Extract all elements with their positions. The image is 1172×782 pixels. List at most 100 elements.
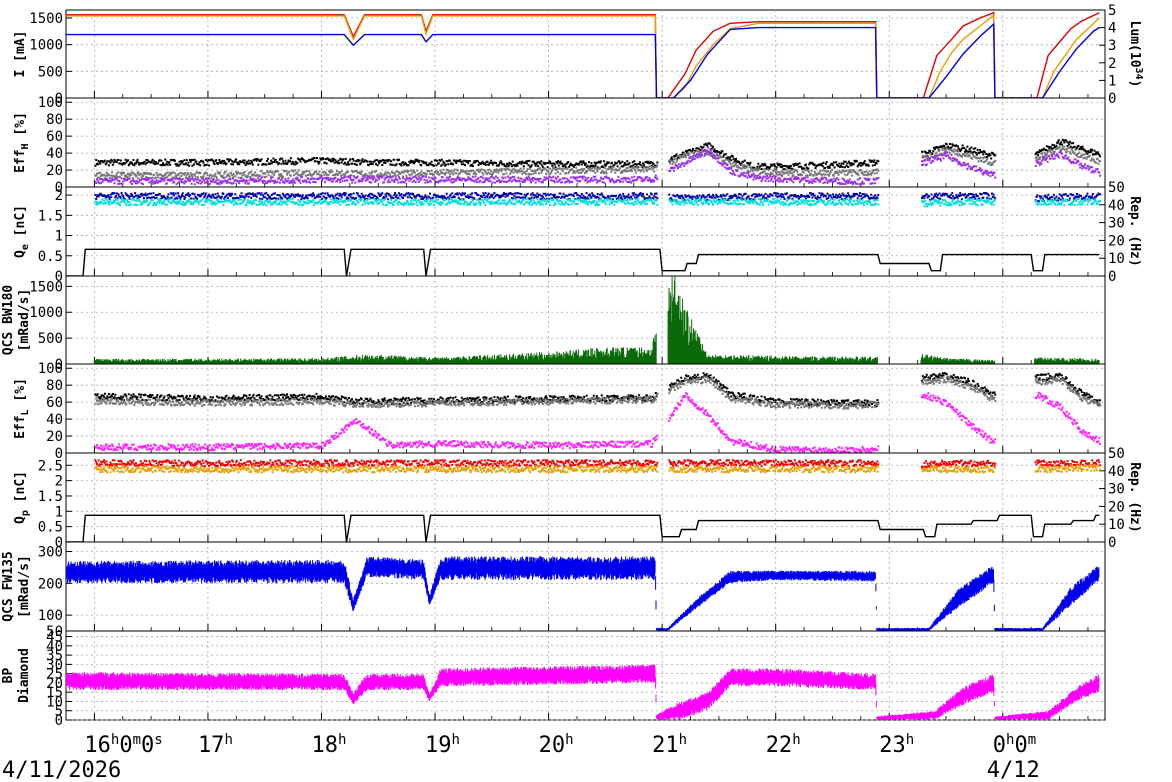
y-tick-label: 25 [46, 667, 63, 683]
panel-data [66, 459, 1102, 542]
y-tick-label: 0 [55, 535, 63, 551]
y-tick-label: 40 [46, 639, 63, 655]
series-points [94, 145, 1102, 180]
y-tick-label: 0 [55, 446, 63, 462]
y-tick-label: 15 [46, 685, 63, 701]
panel-frame [65, 541, 1106, 632]
y-tick-label: 0 [55, 713, 63, 729]
y-tick-right-label: 10 [1108, 517, 1125, 533]
y-tick-right-label: 2 [1108, 56, 1116, 72]
panel-frame [65, 9, 1106, 99]
y-axis-label: Qp [nC] [13, 471, 31, 524]
y-tick-label: 30 [46, 657, 63, 673]
date-label: 4/12 [987, 758, 1040, 782]
y-axis-label-2: [mRad/s] [17, 289, 32, 352]
y-tick-label: 100 [38, 361, 63, 377]
y-tick-right-label: 0 [1108, 269, 1116, 285]
series-line [66, 13, 1100, 98]
series-bars [93, 276, 1100, 364]
y-axis-right-label: Rep. (Hz) [1127, 462, 1142, 532]
y-tick-label: 2 [55, 188, 63, 204]
panel-frame [65, 275, 1106, 365]
time-tick-label: 23h [879, 732, 914, 758]
series-line [66, 22, 1100, 98]
y-tick-label: 100 [38, 608, 63, 624]
y-axis-right-label: Lum(1034) [1127, 21, 1144, 88]
y-tick-label: 20 [46, 163, 63, 179]
y-tick-label: 0.5 [38, 520, 63, 536]
y-tick-right-label: 40 [1108, 198, 1125, 214]
y-tick-right-label: 50 [1108, 180, 1125, 196]
y-tick-label: 1 [55, 229, 63, 245]
y-tick-label: 50 [46, 624, 63, 640]
y-axis-right-label: Rep. (Hz) [1127, 196, 1142, 266]
y-tick-right-label: 4 [1108, 21, 1116, 37]
panel-current: 0 500 1000 1500 0 12 34 5 I [mA] Lum(1034) [13, 3, 1144, 107]
series-band [66, 664, 1100, 720]
y-tick-right-label: 20 [1108, 233, 1125, 249]
date-label: 4/11/2026 [2, 758, 121, 782]
time-tick-label: 20h [539, 732, 574, 758]
y-tick-label: 35 [46, 648, 63, 664]
y-tick-right-label: 5 [1108, 3, 1116, 19]
series-points [94, 138, 1102, 171]
y-tick-label: 60 [46, 129, 63, 145]
panel-data [94, 372, 1102, 453]
y-tick-label: 500 [38, 331, 63, 347]
y-tick-label: 2.5 [38, 458, 63, 474]
y-tick-right-label: 3 [1108, 38, 1116, 54]
y-tick-label: 0 [55, 269, 63, 285]
y-tick-label: 45 [46, 630, 63, 646]
y-tick-label: 1500 [29, 279, 63, 295]
y-tick-label: 300 [38, 545, 63, 561]
series-points [94, 192, 1102, 203]
y-tick-right-label: 50 [1108, 446, 1125, 462]
panel-data [93, 276, 1100, 364]
y-tick-label: 1 [55, 504, 63, 520]
y-tick-label: 1500 [29, 11, 63, 27]
y-axis-label: EffL [%] [13, 378, 31, 439]
y-tick-right-label: 10 [1108, 251, 1125, 267]
y-axis-label: BP [1, 668, 16, 684]
y-tick-label: 0 [55, 180, 63, 196]
time-tick-label: 0h0m [993, 732, 1036, 758]
y-tick-right-label: 0 [1108, 535, 1116, 551]
panel-data [66, 11, 1100, 98]
y-tick-label: 500 [38, 64, 63, 80]
time-tick-label: 22h [766, 732, 801, 758]
y-tick-label: 10 [46, 694, 63, 710]
y-axis-label: QCS FW135 [1, 551, 16, 621]
y-tick-label: 1000 [29, 38, 63, 54]
time-axis: 16h0m0s 17h 18h 19h 20h 21h 22h 23h 0h0m 4/11/202… [2, 732, 1040, 782]
panel-data [94, 138, 1102, 186]
y-tick-label: 100 [38, 95, 63, 111]
series-line [66, 248, 1100, 276]
y-tick-right-label: 0 [1108, 91, 1116, 107]
panel-data [66, 664, 1100, 720]
y-tick-label: 1.5 [38, 489, 63, 505]
y-tick-right-label: 1 [1108, 73, 1116, 89]
panel-frame [65, 363, 1106, 454]
series-points [94, 391, 1102, 453]
y-tick-label: 0 [55, 91, 63, 107]
y-tick-right-label: 20 [1108, 499, 1125, 515]
time-tick-label: 16h0m0s [84, 732, 162, 758]
time-tick-label: 18h [311, 732, 346, 758]
y-axis-label: EffH [%] [13, 112, 31, 173]
series-points [94, 372, 1102, 408]
series-points [94, 198, 1102, 208]
series-line [66, 514, 1100, 542]
y-tick-right-label: 40 [1108, 464, 1125, 480]
time-tick-label: 17h [198, 732, 233, 758]
time-tick-label: 19h [425, 732, 460, 758]
y-tick-label: 1.5 [38, 208, 63, 224]
y-tick-right-label: 30 [1108, 216, 1125, 232]
y-tick-right-label: 30 [1108, 482, 1125, 498]
time-tick-label: 21h [652, 732, 687, 758]
series-points [94, 375, 1102, 410]
